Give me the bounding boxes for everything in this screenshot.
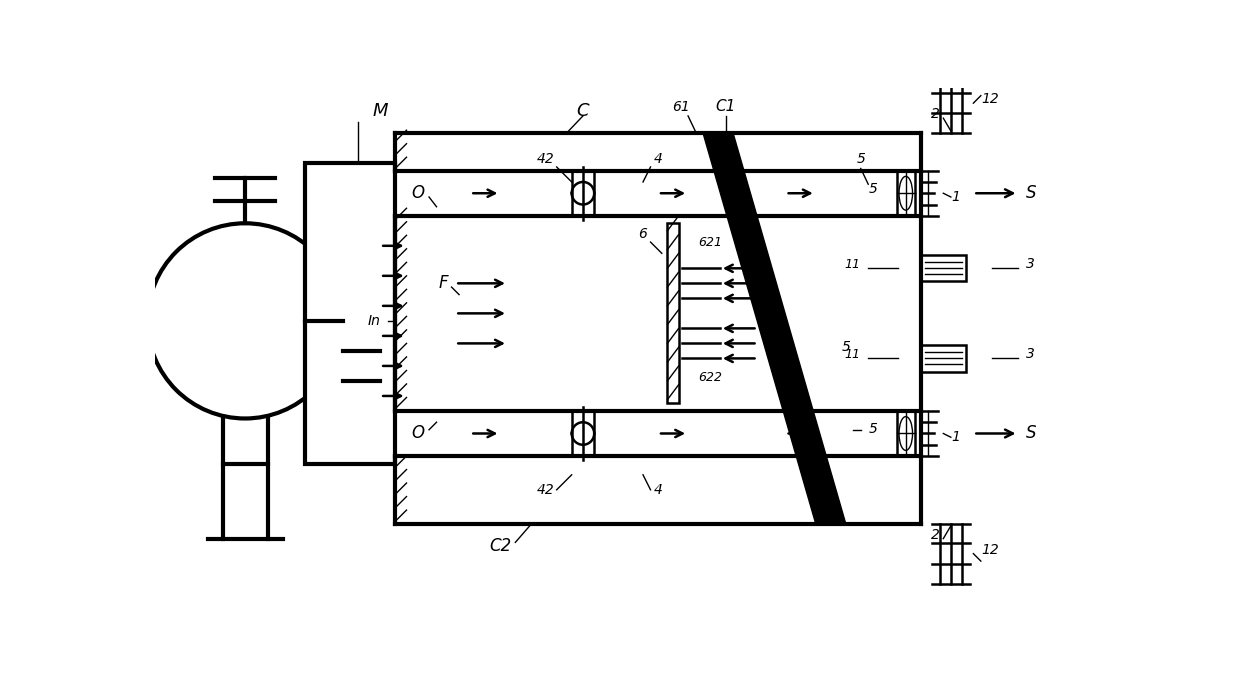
Text: 1: 1 <box>951 190 960 204</box>
Text: O: O <box>412 184 424 202</box>
Text: 12: 12 <box>981 92 998 106</box>
Text: C1: C1 <box>715 99 735 114</box>
Text: In: In <box>367 314 381 328</box>
Text: M: M <box>372 101 388 120</box>
Text: 1: 1 <box>951 430 960 444</box>
Bar <box>305 163 396 464</box>
Bar <box>921 255 966 282</box>
Text: 11: 11 <box>844 348 861 361</box>
Text: S: S <box>1025 424 1037 443</box>
Text: 61: 61 <box>672 100 689 114</box>
Text: 622: 622 <box>698 371 723 384</box>
Text: C2: C2 <box>490 537 511 555</box>
Bar <box>897 171 915 216</box>
Text: C: C <box>577 101 589 120</box>
Bar <box>897 411 915 456</box>
Text: 2: 2 <box>931 528 940 541</box>
Polygon shape <box>703 133 846 524</box>
Text: 5: 5 <box>841 340 851 354</box>
Text: 5: 5 <box>857 152 866 166</box>
Text: 4: 4 <box>653 483 662 496</box>
Text: 4: 4 <box>653 152 662 166</box>
Text: 5: 5 <box>868 182 877 197</box>
Text: O: O <box>412 424 424 443</box>
Text: 11: 11 <box>844 258 861 271</box>
Bar <box>572 411 594 456</box>
Bar <box>667 223 678 403</box>
Bar <box>572 171 594 216</box>
Text: 42: 42 <box>537 483 554 496</box>
Text: S: S <box>1025 184 1037 202</box>
Text: 12: 12 <box>981 543 998 557</box>
Text: F: F <box>438 274 448 292</box>
Text: 5: 5 <box>868 422 877 437</box>
Text: 3: 3 <box>1025 257 1035 271</box>
Text: 42: 42 <box>537 152 554 166</box>
Text: 2: 2 <box>931 107 940 121</box>
Bar <box>921 345 966 371</box>
Text: 3: 3 <box>1025 347 1035 361</box>
Text: 621: 621 <box>698 236 723 249</box>
Text: 6: 6 <box>639 227 647 241</box>
